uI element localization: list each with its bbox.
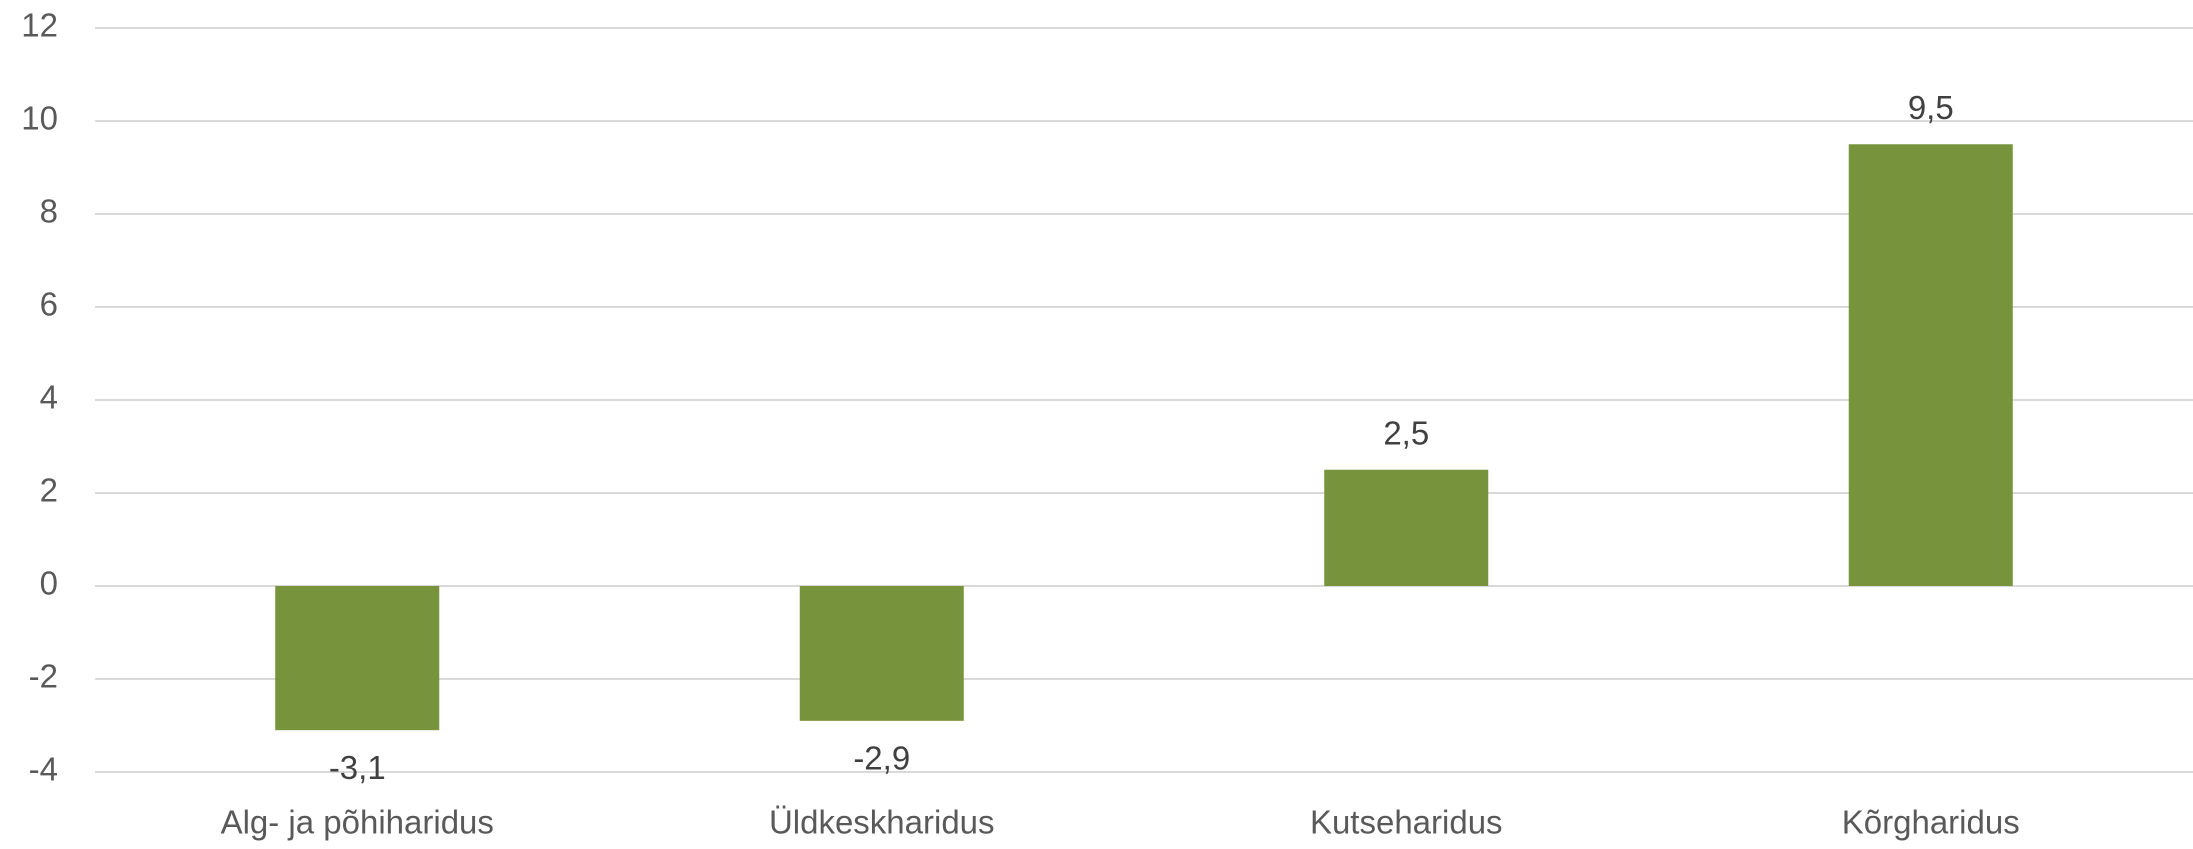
x-tick-label: Kõrgharidus [1842, 804, 2020, 841]
bar [1848, 144, 2013, 586]
x-tick-label: Alg- ja põhiharidus [221, 804, 494, 841]
y-tick-label: 12 [21, 7, 58, 44]
y-tick-label: 4 [40, 379, 58, 416]
data-label: 2,5 [1383, 414, 1429, 451]
y-tick-label: 0 [40, 565, 58, 602]
data-label: 9,5 [1908, 89, 1954, 126]
data-label: -3,1 [329, 749, 386, 786]
y-tick-label: 8 [40, 193, 58, 230]
x-tick-label: Üldkeskharidus [769, 804, 995, 841]
data-label: -2,9 [853, 740, 910, 777]
y-tick-label: -2 [29, 658, 58, 695]
bar [1324, 469, 1489, 586]
y-tick-label: -4 [29, 751, 58, 788]
x-tick-label: Kutseharidus [1310, 804, 1503, 841]
bar [799, 586, 964, 721]
y-tick-label: 2 [40, 472, 58, 509]
y-tick-label: 10 [21, 100, 58, 137]
y-tick-label: 6 [40, 286, 58, 323]
bar [275, 586, 440, 731]
